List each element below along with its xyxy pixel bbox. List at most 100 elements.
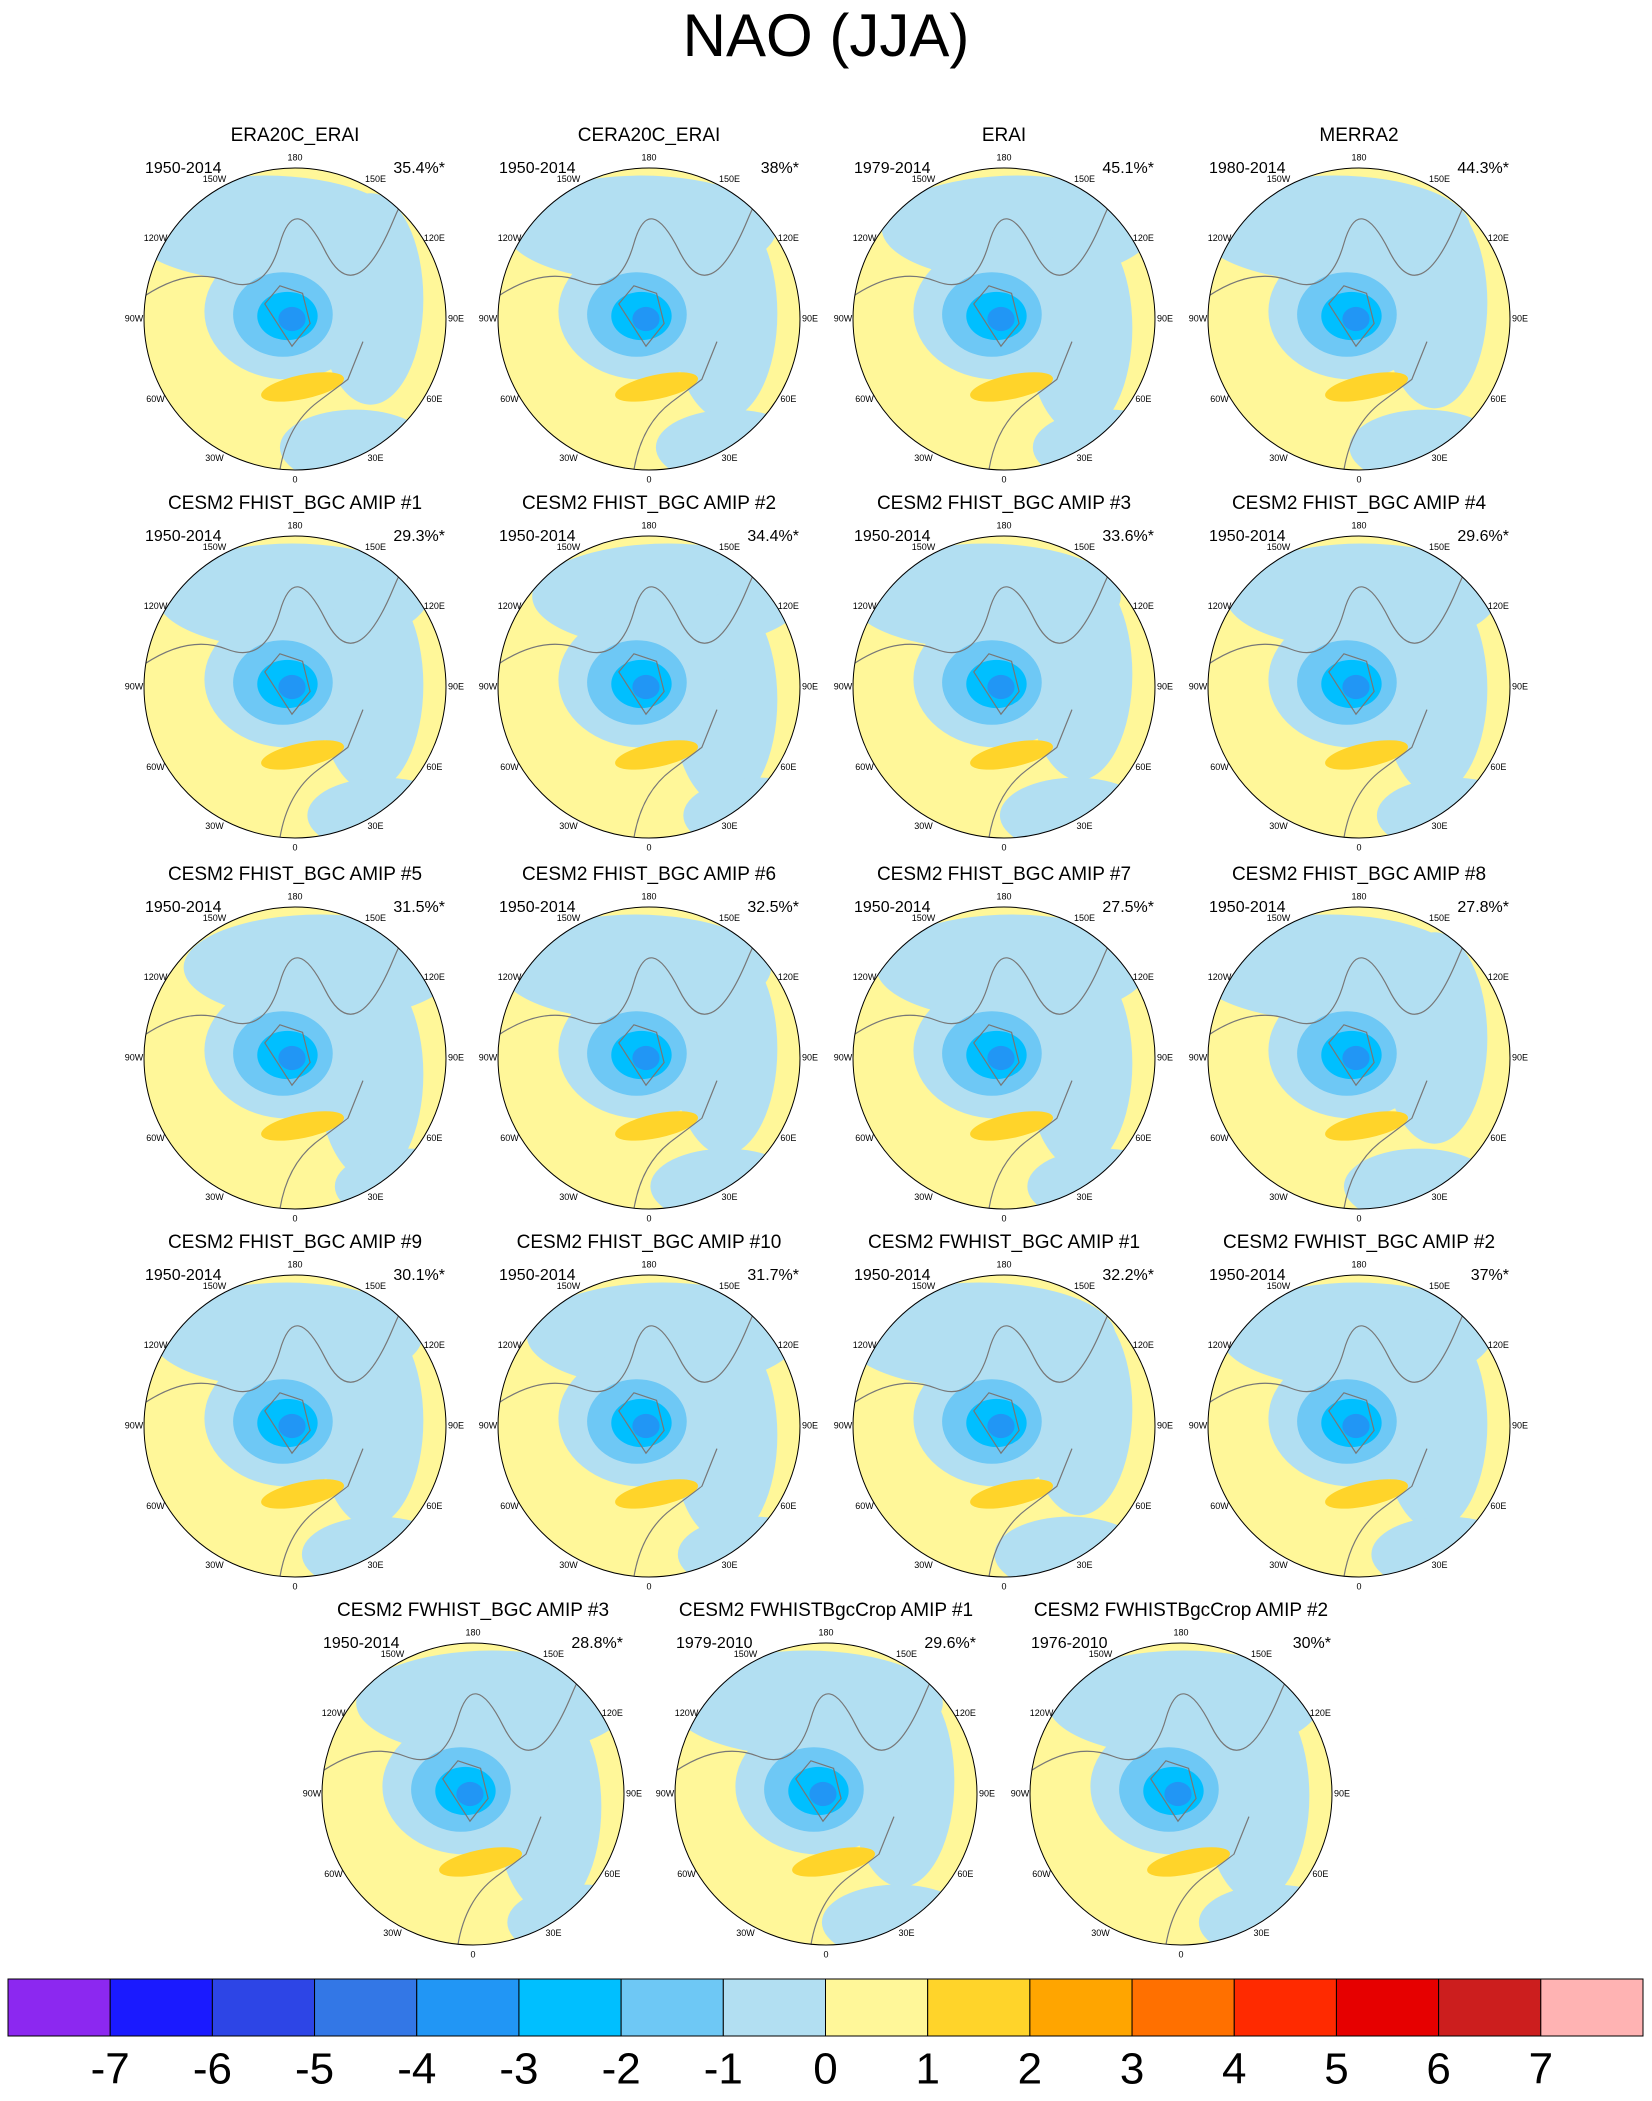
longitude-label: 90W: [1189, 1420, 1208, 1430]
longitude-label: 0: [1001, 1581, 1006, 1591]
longitude-label: 90W: [479, 1420, 498, 1430]
longitude-label: 180: [641, 891, 656, 901]
panel-percent: 29.3%*: [393, 528, 445, 545]
anomaly-positive: [261, 1111, 344, 1141]
map-border: [674, 1642, 978, 1946]
panel-title: CESM2 FHIST_BGC AMIP #7: [877, 864, 1131, 885]
longitude-label: 180: [996, 891, 1011, 901]
longitude-label: 90E: [1512, 313, 1528, 323]
map-field: [853, 1275, 1155, 1577]
longitude-label: 30E: [721, 821, 737, 831]
panel-period: 1950-2014: [145, 528, 222, 545]
longitude-label: 180: [287, 520, 302, 530]
longitude-label: 90E: [1512, 681, 1528, 691]
colorbar-box: [314, 1978, 418, 2037]
longitude-label: 150W: [1267, 542, 1291, 552]
anomaly-positive: [970, 740, 1053, 770]
map-field: [1208, 168, 1510, 470]
anomaly-core: [632, 1045, 660, 1071]
map-panel: CESM2 FHIST_BGC AMIP #2 1950-2014 34.4%* 0 3…: [479, 493, 818, 852]
longitude-label: 60E: [1490, 762, 1506, 772]
longitude-label: 150E: [719, 174, 740, 184]
longitude-label: 150E: [1074, 542, 1095, 552]
longitude-label: 30E: [367, 453, 383, 463]
longitude-label: 120W: [144, 601, 168, 611]
panel-period: 1980-2014: [1209, 160, 1286, 177]
longitude-label: 60W: [1032, 1869, 1051, 1879]
map-field: [853, 536, 1155, 838]
panel-percent: 29.6%*: [924, 1635, 976, 1652]
anomaly-region: [279, 409, 431, 470]
longitude-label: 90W: [125, 1052, 144, 1062]
longitude-label: 90W: [479, 313, 498, 323]
panel-title: CESM2 FHIST_BGC AMIP #9: [168, 1232, 422, 1253]
anomaly-core: [632, 674, 660, 700]
map-border: [1207, 906, 1511, 1210]
anomaly-positive: [1147, 1847, 1230, 1877]
colorbar-label: 7: [1529, 2045, 1553, 2094]
map-border: [497, 906, 801, 1210]
anomaly-core: [1164, 1781, 1192, 1807]
panel-percent: 33.6%*: [1102, 528, 1154, 545]
longitude-label: 120E: [424, 972, 445, 982]
longitude-label: 60E: [957, 1869, 973, 1879]
anomaly-positive: [1325, 1111, 1408, 1141]
longitude-label: 150E: [365, 174, 386, 184]
longitude-label: 180: [287, 152, 302, 162]
anomaly-core: [987, 1413, 1015, 1439]
longitude-label: 60E: [604, 1869, 620, 1879]
longitude-label: 150E: [1429, 913, 1450, 923]
longitude-label: 60W: [855, 1501, 874, 1511]
longitude-label: 150E: [1074, 913, 1095, 923]
longitude-label: 150W: [203, 1281, 227, 1291]
colorbar-label: -5: [295, 2045, 334, 2094]
longitude-label: 60E: [1135, 1501, 1151, 1511]
longitude-label: 180: [1173, 1627, 1188, 1637]
longitude-label: 60W: [855, 1133, 874, 1143]
longitude-label: 30W: [736, 1928, 755, 1938]
map-panel: CESM2 FWHIST_BGC AMIP #1 1950-2014 32.2%* 0…: [834, 1232, 1173, 1591]
map-panel: MERRA2 1980-2014 44.3%* 0 30E 60E 90E 120E 150E 1…: [1189, 125, 1528, 484]
longitude-label: 60E: [426, 394, 442, 404]
panel-period: 1950-2014: [145, 160, 222, 177]
panel-period: 1950-2014: [854, 1267, 931, 1284]
longitude-label: 60E: [1490, 394, 1506, 404]
map-field: [144, 907, 446, 1209]
map-field: [322, 1643, 624, 1945]
longitude-label: 150W: [912, 542, 936, 552]
map-panel: CESM2 FHIST_BGC AMIP #3 1950-2014 33.6%* 0 3…: [834, 493, 1173, 852]
map-panel: CESM2 FWHIST_BGC AMIP #2 1950-2014 37%* 0 30…: [1189, 1232, 1528, 1591]
colorbar-label: -7: [91, 2045, 130, 2094]
map-border: [321, 1642, 625, 1946]
longitude-label: 120W: [853, 601, 877, 611]
longitude-label: 150E: [719, 542, 740, 552]
map-panel: CESM2 FWHISTBgcCrop AMIP #1 1979-2010 29.6…: [656, 1600, 995, 1959]
longitude-label: 150E: [365, 913, 386, 923]
longitude-label: 150W: [557, 913, 581, 923]
map-panel: CESM2 FHIST_BGC AMIP #4 1950-2014 29.6%* 0 3…: [1189, 493, 1528, 852]
longitude-label: 90W: [834, 1420, 853, 1430]
colorbar-box: [1438, 1978, 1542, 2037]
longitude-label: 150W: [734, 1649, 758, 1659]
longitude-label: 0: [823, 1949, 828, 1959]
anomaly-core: [456, 1781, 484, 1807]
longitude-label: 120E: [778, 1340, 799, 1350]
anomaly-region: [671, 207, 778, 420]
longitude-label: 0: [646, 474, 651, 484]
longitude-label: 120E: [424, 601, 445, 611]
panel-period: 1950-2014: [1209, 899, 1286, 916]
map-border: [1029, 1642, 1333, 1946]
longitude-label: 0: [646, 1581, 651, 1591]
longitude-label: 0: [292, 1213, 297, 1223]
anomaly-region: [994, 1516, 1146, 1577]
colorbar-box: [1233, 1978, 1337, 2037]
panel-percent: 30%*: [1293, 1635, 1331, 1652]
longitude-label: 30E: [721, 453, 737, 463]
longitude-label: 120E: [778, 601, 799, 611]
longitude-label: 150W: [557, 174, 581, 184]
longitude-label: 0: [1356, 842, 1361, 852]
longitude-label: 0: [292, 842, 297, 852]
anomaly-region: [1032, 409, 1155, 470]
longitude-label: 30W: [1269, 1192, 1288, 1202]
longitude-label: 60W: [1210, 1501, 1229, 1511]
